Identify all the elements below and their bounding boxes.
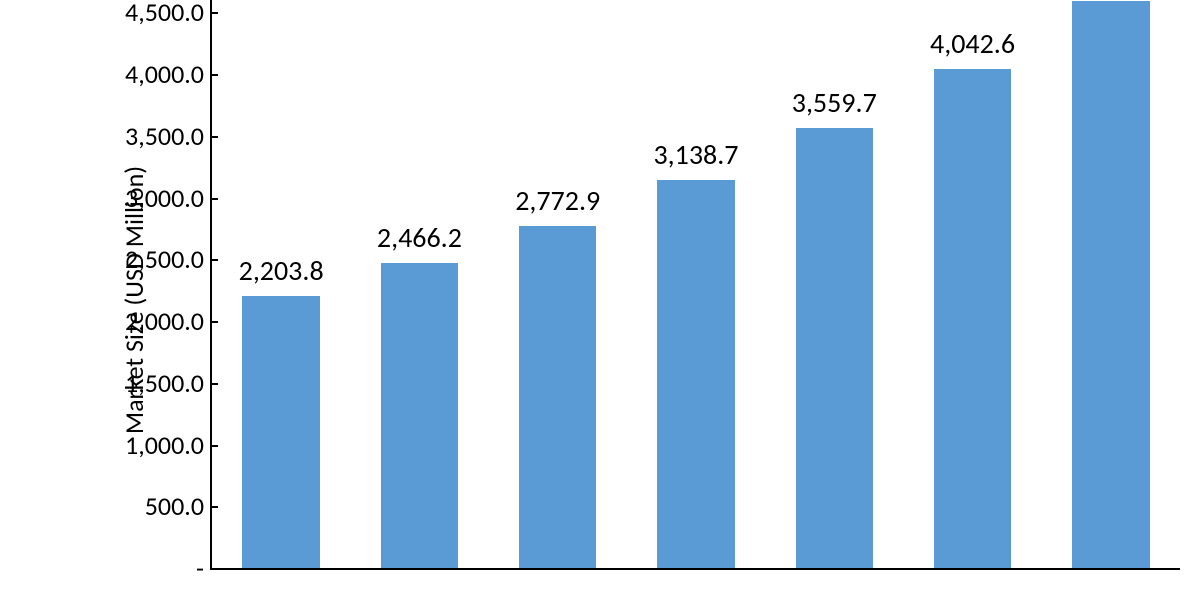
y-tick-mark [212,568,218,570]
bar-value-label: 4,042.6 [930,26,1015,61]
bar-slot: 2,203.8 [212,0,350,568]
y-tick-label: 500.0 [145,490,204,522]
y-tick-label: 4,500.0 [125,0,204,28]
bar [242,296,319,568]
bar-value-label: 3,559.7 [792,85,877,120]
bar [934,69,1011,568]
bar [519,226,596,568]
bar-slot: 3,559.7 [765,0,903,568]
y-tick-label: 2,000.0 [125,305,204,337]
bar [1072,1,1149,568]
bar-slot: 2,772.9 [489,0,627,568]
y-tick-label: 3,000.0 [125,182,204,214]
bar-slot: 3,138.7 [627,0,765,568]
bar-group: 2,203.8 2,466.2 2,772.9 3,138.7 3,559.7 4,042… [212,0,1180,568]
bar-slot: 4,042.6 [903,0,1041,568]
bar-value-label: 2,203.8 [239,253,324,288]
market-size-bar-chart: Market Size (USD Million) -500.01,000.01… [0,0,1200,600]
bar-value-label: 2,772.9 [515,183,600,218]
y-tick-label: - [196,552,204,584]
bar-slot: 2,466.2 [350,0,488,568]
y-tick-label: 4,000.0 [125,58,204,90]
bar [796,128,873,568]
bar [657,180,734,568]
y-tick-label: 3,500.0 [125,120,204,152]
bar-value-label: 2,466.2 [377,220,462,255]
bar-value-label: 3,138.7 [653,137,738,172]
y-tick-label: 1,500.0 [125,367,204,399]
y-tick-label: 1,000.0 [125,429,204,461]
bar [381,263,458,568]
bar-slot: 4,590.0 [1042,0,1180,568]
y-tick-label: 2,500.0 [125,243,204,275]
chart-plot-area: -500.01,000.01,500.02,000.02,500.03,000.… [210,0,1180,570]
